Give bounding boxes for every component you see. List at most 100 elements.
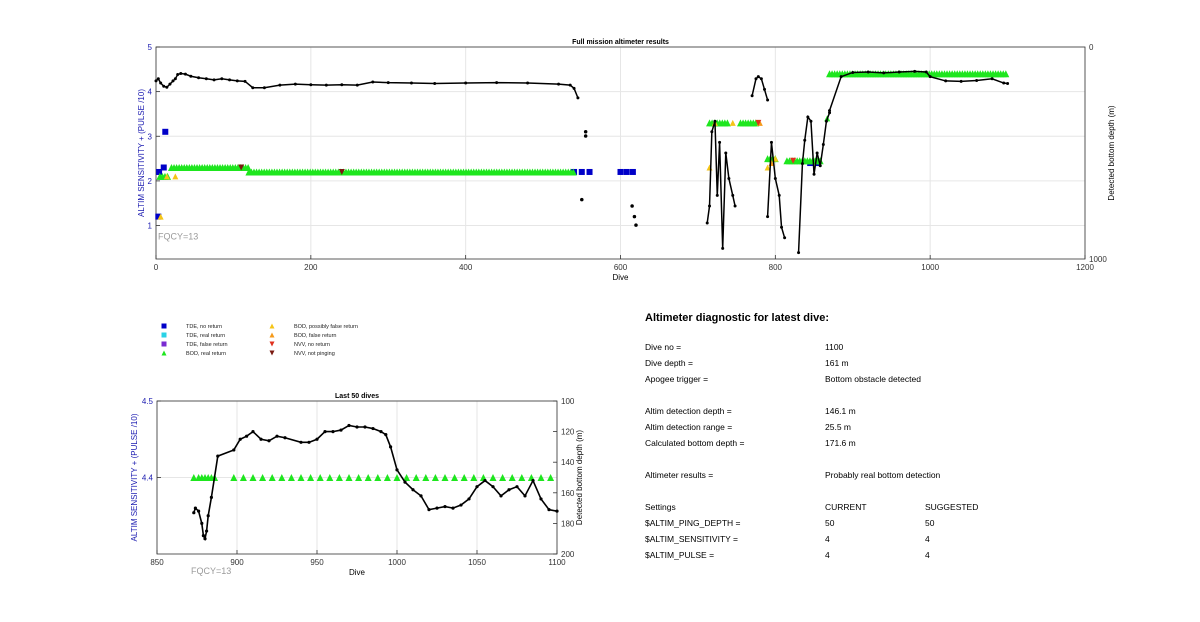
depth-point: [630, 204, 634, 208]
depth-point: [797, 251, 801, 255]
depth-point: [727, 176, 731, 180]
y-tick-label-right: 100: [561, 397, 575, 406]
setting-suggested: 4: [925, 550, 930, 560]
chart-title: Full mission altimeter results: [572, 39, 669, 46]
altimeter-results-value: Probably real bottom detection: [825, 470, 941, 480]
depth-point: [583, 130, 588, 134]
data-point: [157, 213, 164, 220]
depth-point: [159, 81, 163, 85]
depth-point: [409, 81, 413, 85]
altim-detection-range-value: 25.5 m: [825, 422, 851, 432]
y-tick-label-left: 4.5: [142, 397, 154, 406]
depth-point: [363, 425, 367, 429]
data-point-bod-real-return: [307, 474, 315, 481]
legend-label: BOD, false return: [294, 333, 337, 339]
depth-point: [251, 430, 255, 434]
depth-point: [216, 454, 220, 458]
depth-point: [307, 440, 311, 444]
depth-point: [809, 119, 813, 123]
diagnostic-row: Dive no = 1100: [645, 342, 1165, 358]
depth-point: [179, 72, 183, 75]
depth-point: [491, 485, 495, 489]
data-point: [586, 168, 593, 175]
depth-point: [235, 79, 239, 83]
depth-point: [189, 74, 193, 78]
depth-point: [203, 537, 207, 541]
dive-no-label: Dive no =: [645, 342, 682, 352]
data-point-bod-real-return: [383, 474, 391, 481]
y-axis-label-left: ALTIM SENSITIVITY + (PULSE /10): [130, 413, 139, 541]
data-point-bod-real-return: [569, 168, 577, 176]
depth-point: [576, 96, 580, 100]
depth-point: [386, 81, 390, 85]
depth-point: [523, 494, 527, 498]
data-point-bod-real-return: [326, 474, 334, 481]
depth-point: [634, 223, 638, 227]
depth-point: [283, 436, 287, 440]
depth-point: [389, 445, 393, 449]
depth-point: [821, 143, 825, 147]
depth-point: [851, 70, 855, 74]
x-tick-label: 1100: [548, 558, 566, 567]
depth-point: [975, 78, 979, 82]
legend-label: NVV, not pinging: [294, 351, 335, 357]
data-point-bod-real-return: [355, 474, 363, 481]
setting-current: 4: [825, 550, 830, 560]
y-tick-label-left: 3: [148, 132, 153, 141]
depth-point: [411, 488, 415, 492]
y-tick-label-right: 140: [561, 458, 575, 467]
altimeter-results-label: Altimeter results =: [645, 470, 714, 480]
legend-marker: [269, 341, 275, 347]
depth-point: [201, 534, 205, 538]
data-point: [162, 128, 169, 135]
altim-detection-depth-label: Altim detection depth =: [645, 406, 732, 416]
depth-point: [433, 81, 437, 85]
depth-series-line: [706, 120, 736, 249]
data-point: [238, 164, 245, 171]
data-point-bod-real-return: [723, 119, 731, 127]
depth-point: [750, 94, 754, 98]
diagnostic-row: Apogee trigger = Bottom obstacle detecte…: [645, 374, 1165, 390]
depth-point: [557, 82, 561, 86]
x-tick-label: 1000: [388, 558, 406, 567]
depth-point: [339, 428, 343, 432]
depth-point: [324, 83, 328, 87]
y-tick-label-right: 180: [561, 519, 575, 528]
depth-point: [713, 119, 717, 123]
setting-current: 50: [825, 518, 835, 528]
depth-point: [499, 494, 503, 498]
last-50-dives-chart: 850 900 950 1000 1050 1100 4.4 4.5 100 120 140 160 1…: [130, 393, 584, 577]
legend-label: TDE, real return: [186, 333, 225, 339]
depth-series-line: [797, 112, 831, 253]
depth-point: [777, 193, 781, 197]
data-point: [623, 168, 630, 175]
depth-point: [812, 172, 816, 176]
data-point-bod-real-return: [345, 474, 353, 481]
data-point-bod-real-return: [249, 474, 257, 481]
depth-point: [568, 83, 572, 87]
depth-point: [165, 85, 169, 89]
x-tick-label: 800: [769, 263, 783, 272]
x-tick-label: 850: [150, 558, 164, 567]
legend-marker: [161, 350, 167, 356]
depth-point: [200, 521, 204, 526]
depth-point: [762, 87, 766, 91]
depth-point: [754, 77, 758, 81]
legend-label: BOD, real return: [186, 351, 226, 357]
depth-point: [944, 79, 948, 83]
data-point-bod-real-return: [393, 474, 401, 481]
dive-depth-value: 161 m: [825, 358, 849, 368]
data-point-bod-real-return: [287, 474, 295, 481]
depth-point: [555, 509, 559, 513]
data-point-bod-real-return: [508, 474, 516, 481]
data-point-bod-real-return: [422, 474, 430, 481]
settings-row: $ALTIM_SENSITIVITY = 4 4: [645, 534, 1165, 550]
depth-point: [403, 480, 407, 484]
setting-label: $ALTIM_SENSITIVITY =: [645, 534, 738, 544]
depth-point: [539, 497, 543, 501]
data-point-bod-real-return: [547, 474, 555, 481]
data-point-bod-real-return: [230, 474, 238, 481]
x-tick-label: 900: [230, 558, 244, 567]
depth-point: [259, 437, 263, 441]
depth-point: [780, 225, 784, 229]
